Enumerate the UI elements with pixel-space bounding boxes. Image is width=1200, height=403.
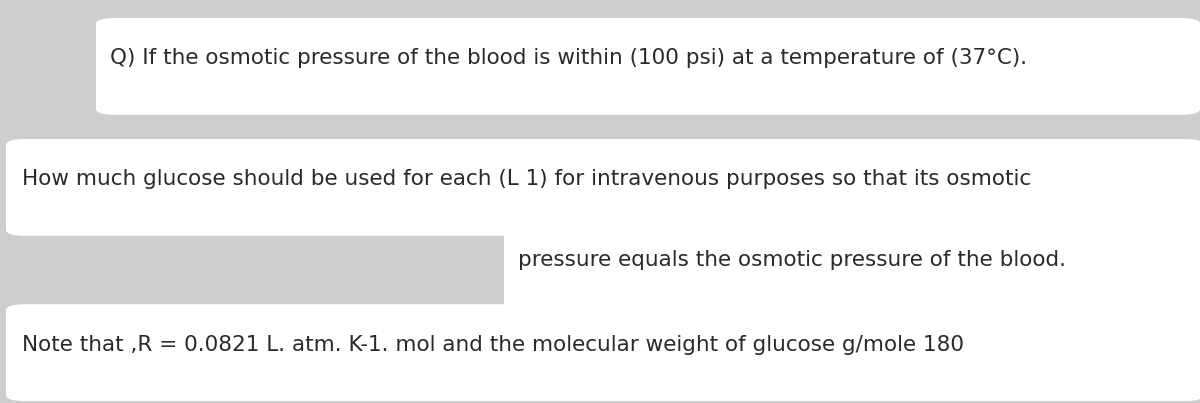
Text: Note that ,R = 0.0821 L. atm. K-1. mol and the molecular weight of glucose g/mol: Note that ,R = 0.0821 L. atm. K-1. mol a… (22, 334, 964, 355)
FancyBboxPatch shape (504, 220, 1200, 316)
FancyBboxPatch shape (96, 18, 1200, 115)
Text: Q) If the osmotic pressure of the blood is within (100 psi) at a temperature of : Q) If the osmotic pressure of the blood … (110, 48, 1027, 69)
Text: pressure equals the osmotic pressure of the blood.: pressure equals the osmotic pressure of … (518, 250, 1067, 270)
Text: How much glucose should be used for each (L 1) for intravenous purposes so that : How much glucose should be used for each… (22, 169, 1031, 189)
FancyBboxPatch shape (6, 139, 1200, 236)
FancyBboxPatch shape (6, 304, 1200, 401)
